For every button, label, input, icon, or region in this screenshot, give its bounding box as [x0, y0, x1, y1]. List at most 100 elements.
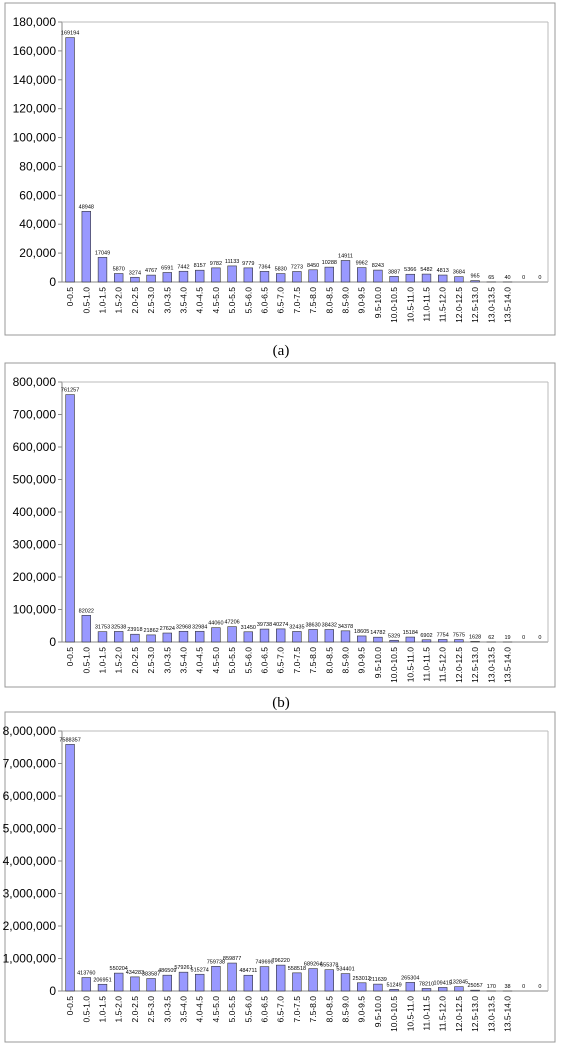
bar — [471, 641, 480, 642]
x-tick-label: 12.0-12.5 — [454, 996, 464, 1032]
x-tick-label: 9.0-9.5 — [357, 287, 367, 314]
value-label: 51249 — [386, 982, 401, 988]
x-tick-label: 6.5-7.0 — [276, 996, 286, 1023]
bar — [374, 637, 383, 642]
x-tick-label: 6.0-6.5 — [260, 647, 270, 674]
bar — [325, 267, 334, 282]
x-tick-label: 5.5-6.0 — [243, 287, 253, 314]
value-label: 5366 — [404, 267, 416, 273]
value-label: 17049 — [95, 250, 110, 256]
value-label: 25057 — [467, 983, 482, 989]
x-tick-label: 8.0-8.5 — [324, 647, 334, 674]
value-label: 0 — [522, 984, 525, 990]
bar — [438, 639, 447, 642]
value-label: 0 — [538, 984, 541, 990]
bar — [309, 270, 318, 282]
value-label: 6591 — [161, 265, 173, 271]
value-label: 9779 — [242, 261, 254, 267]
x-tick-label: 1.0-1.5 — [98, 287, 108, 314]
bar — [212, 268, 221, 282]
value-label: 484711 — [239, 968, 257, 974]
value-label: 7588357 — [59, 737, 80, 743]
bar — [147, 275, 156, 282]
x-tick-label: 8.5-9.0 — [341, 287, 351, 314]
x-tick-label: 2.0-2.5 — [130, 996, 140, 1023]
bar — [131, 277, 140, 282]
bar — [228, 627, 237, 642]
bar — [98, 984, 107, 991]
value-label: 78210 — [419, 981, 434, 987]
value-label: 31753 — [95, 625, 110, 631]
x-tick-label: 12.0-12.5 — [454, 287, 464, 323]
bar — [195, 270, 204, 282]
x-tick-label: 4.0-4.5 — [195, 996, 205, 1023]
bar — [438, 987, 447, 991]
bar — [114, 973, 123, 991]
bar — [82, 211, 91, 282]
value-label: 7364 — [258, 264, 270, 270]
bar — [114, 631, 123, 642]
value-label: 859877 — [223, 956, 241, 962]
bar — [471, 990, 480, 991]
x-tick-label: 10.0-10.5 — [389, 996, 399, 1032]
x-tick-label: 13.0-13.5 — [486, 647, 496, 683]
x-tick-label: 6.0-6.5 — [260, 287, 270, 314]
x-tick-label: 12.0-12.5 — [454, 647, 464, 683]
bar — [66, 395, 75, 642]
value-label: 8450 — [307, 263, 319, 269]
value-label: 38630 — [305, 622, 320, 628]
value-label: 9962 — [356, 261, 368, 267]
y-tick-label: 80,000 — [19, 159, 56, 173]
bar — [325, 970, 334, 991]
x-tick-label: 1.0-1.5 — [98, 996, 108, 1023]
x-tick-label: 0.5-1.0 — [81, 647, 91, 674]
bar — [114, 274, 123, 282]
x-tick-label: 2.0-2.5 — [130, 647, 140, 674]
bar — [244, 268, 253, 282]
bar — [260, 271, 269, 282]
y-tick-label: 300,000 — [13, 538, 57, 552]
x-tick-label: 4.5-5.0 — [211, 647, 221, 674]
bar — [325, 630, 334, 642]
y-tick-label: 0 — [49, 984, 56, 998]
x-tick-label: 8.0-8.5 — [324, 996, 334, 1023]
value-label: 265304 — [401, 975, 419, 981]
x-tick-label: 9.0-9.5 — [357, 996, 367, 1023]
bar — [309, 629, 318, 642]
value-label: 4813 — [437, 268, 449, 274]
x-tick-label: 5.5-6.0 — [243, 996, 253, 1023]
value-label: 5329 — [388, 633, 400, 639]
bar — [244, 632, 253, 642]
y-tick-label: 60,000 — [19, 188, 56, 202]
value-label: 15184 — [403, 630, 418, 636]
x-tick-label: 8.0-8.5 — [324, 287, 334, 314]
bar — [374, 270, 383, 282]
value-label: 3887 — [388, 269, 400, 275]
bar — [293, 271, 302, 282]
bar — [293, 973, 302, 991]
value-label: 5870 — [113, 267, 125, 273]
bar — [390, 640, 399, 642]
y-tick-label: 3,000,000 — [3, 887, 57, 901]
bar — [98, 632, 107, 642]
x-tick-label: 2.5-3.0 — [146, 647, 156, 674]
bar — [455, 640, 464, 642]
x-tick-label: 7.0-7.5 — [292, 647, 302, 674]
bar — [293, 631, 302, 642]
x-tick-label: 8.5-9.0 — [341, 647, 351, 674]
x-tick-label: 13.5-14.0 — [503, 287, 513, 323]
y-tick-label: 140,000 — [13, 73, 57, 87]
value-label: 32984 — [192, 624, 207, 630]
bar — [406, 982, 415, 991]
x-tick-label: 9.5-10.0 — [373, 647, 383, 678]
bar — [374, 984, 383, 991]
x-tick-label: 12.5-13.0 — [470, 287, 480, 323]
bar — [438, 275, 447, 282]
x-tick-label: 11.5-12.0 — [438, 647, 448, 683]
x-tick-label: 10.0-10.5 — [389, 287, 399, 323]
x-tick-label: 8.5-9.0 — [341, 996, 351, 1023]
value-label: 534401 — [336, 967, 354, 973]
y-tick-label: 6,000,000 — [3, 789, 57, 803]
bar — [276, 274, 285, 282]
value-label: 11133 — [225, 259, 239, 265]
